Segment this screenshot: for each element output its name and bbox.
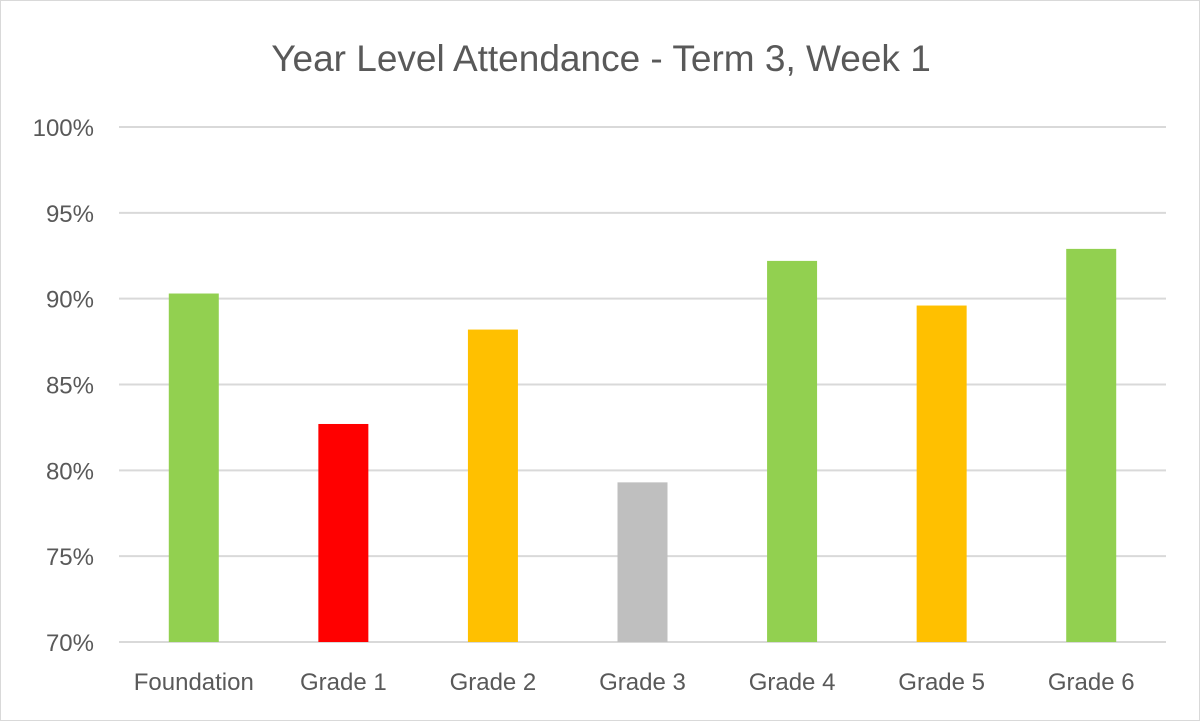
bar-grade-6 <box>1066 248 1117 642</box>
y-tick-label: 75% <box>46 544 94 571</box>
y-tick-label: 85% <box>46 373 94 400</box>
x-tick-label: Grade 6 <box>1048 669 1135 696</box>
y-tick-label: 80% <box>46 458 94 485</box>
bar-grade-5 <box>916 305 967 642</box>
bar-grade-4 <box>767 260 818 642</box>
chart-title: Year Level Attendance - Term 3, Week 1 <box>271 38 931 79</box>
y-tick-label: 70% <box>46 630 94 657</box>
bar-foundation <box>168 293 219 642</box>
x-tick-label: Grade 1 <box>300 669 387 696</box>
x-tick-label: Grade 2 <box>450 669 537 696</box>
y-axis-ticks: 70% 75% 80% 85% 90% 95% 100% <box>33 115 94 657</box>
y-tick-label: 95% <box>46 201 94 228</box>
x-tick-label: Foundation <box>134 669 254 696</box>
y-tick-label: 100% <box>33 115 94 142</box>
x-tick-label: Grade 4 <box>749 669 836 696</box>
bar-grade-3 <box>617 482 668 642</box>
x-tick-label: Grade 3 <box>599 669 686 696</box>
x-axis-ticks: Foundation Grade 1 Grade 2 Grade 3 Grade 4 Gr… <box>134 669 1135 696</box>
bar-grade-2 <box>467 329 518 642</box>
gridlines <box>119 126 1166 643</box>
y-tick-label: 90% <box>46 287 94 314</box>
x-tick-label: Grade 5 <box>898 669 985 696</box>
bar-grade-1 <box>318 423 369 642</box>
bars <box>168 248 1117 642</box>
